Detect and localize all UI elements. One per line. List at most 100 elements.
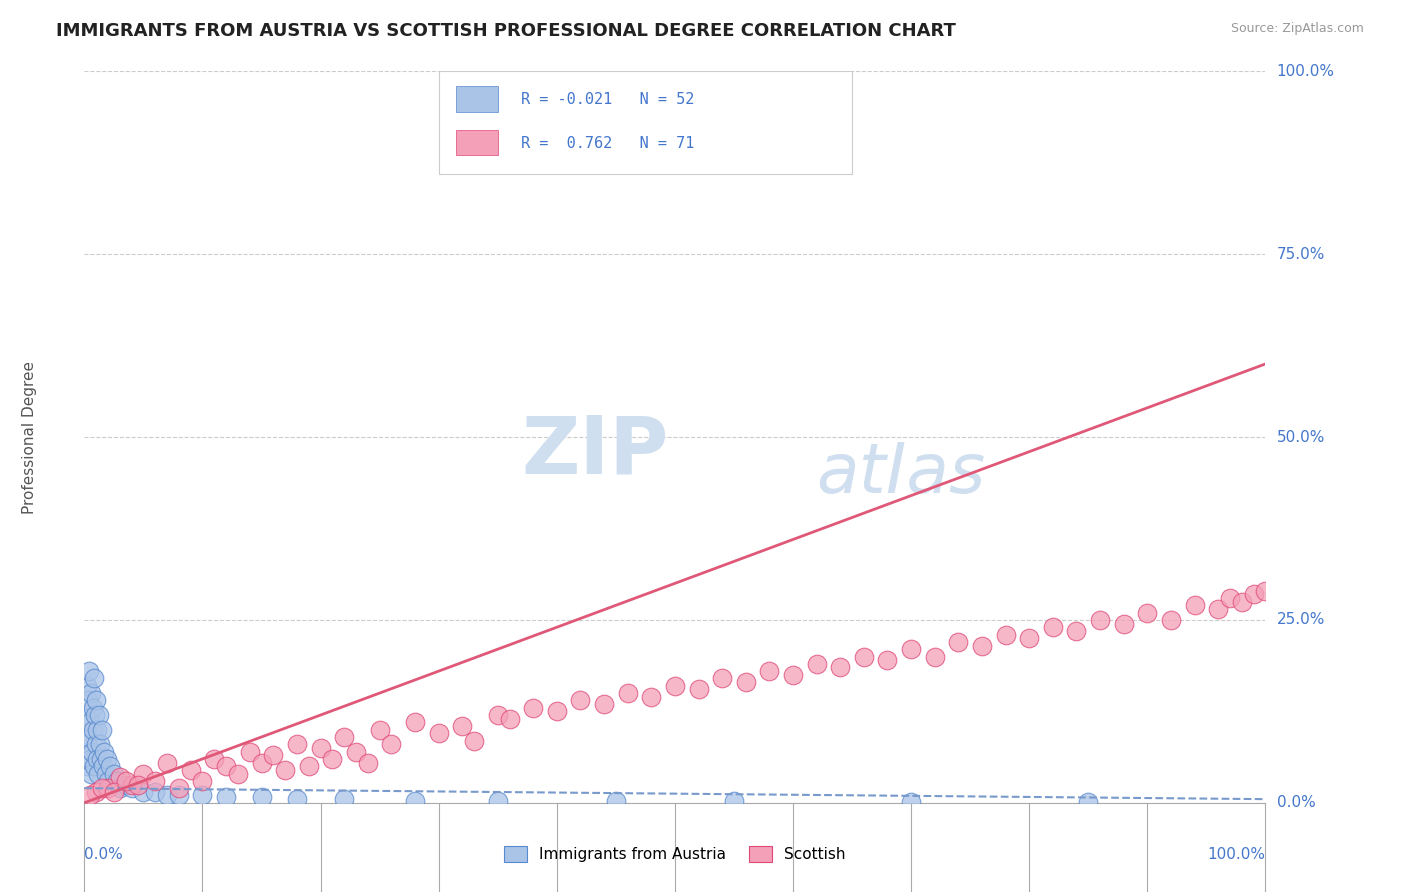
Point [77,693,100,707]
Point [321,752,343,766]
Point [84,693,107,707]
Point [82,700,104,714]
Point [76,679,98,693]
Point [215,789,238,804]
Point [167,789,190,803]
Point [98,759,121,773]
Point [1206,602,1229,616]
Point [758,664,780,678]
Text: 75.0%: 75.0% [1277,247,1324,261]
Text: IMMIGRANTS FROM AUSTRIA VS SCOTTISH PROFESSIONAL DEGREE CORRELATION CHART: IMMIGRANTS FROM AUSTRIA VS SCOTTISH PROF… [56,22,956,40]
Point [333,730,356,744]
Point [900,642,922,657]
Point [108,781,131,796]
Point [76,759,98,773]
Point [250,756,273,770]
Point [77,730,100,744]
Point [427,726,450,740]
Text: 0.0%: 0.0% [1277,796,1315,810]
Point [114,778,136,792]
Point [569,693,592,707]
Point [688,682,710,697]
Point [664,679,686,693]
Point [309,740,332,755]
Point [79,715,101,730]
Point [298,759,321,773]
Text: 100.0%: 100.0% [1277,64,1334,78]
Point [167,781,190,796]
Point [96,752,118,766]
Point [1077,795,1099,809]
Point [80,766,103,780]
Point [546,705,568,719]
Point [593,697,616,711]
Point [97,781,120,796]
Point [344,745,367,759]
Point [404,794,426,808]
Point [357,756,380,770]
Point [91,781,114,796]
Point [143,773,166,788]
Point [83,759,105,773]
Point [262,748,284,763]
Point [156,789,179,803]
Point [1230,594,1253,608]
Point [127,778,149,792]
Point [156,756,179,770]
Point [486,708,509,723]
Point [486,794,509,808]
Point [79,752,101,766]
Point [734,675,756,690]
Point [451,719,474,733]
Point [1112,616,1135,631]
Legend: Immigrants from Austria, Scottish: Immigrants from Austria, Scottish [498,840,852,868]
Text: ZIP: ZIP [522,413,669,491]
Point [498,712,520,726]
Point [900,795,922,809]
Point [1042,620,1064,634]
Point [404,715,426,730]
Text: R =  0.762   N = 71: R = 0.762 N = 71 [522,136,695,151]
Point [79,789,101,803]
Point [368,723,391,737]
Point [121,778,143,792]
Point [121,781,143,796]
Point [616,686,638,700]
Point [80,686,103,700]
Point [226,766,249,780]
Text: Source: ZipAtlas.com: Source: ZipAtlas.com [1230,22,1364,36]
Point [191,773,214,788]
Point [132,785,155,799]
Point [84,737,107,751]
Point [191,789,214,803]
Bar [457,130,498,155]
Point [806,657,828,671]
Bar [457,86,498,112]
Point [333,792,356,806]
Point [91,759,114,773]
Point [108,770,131,784]
Point [84,785,107,799]
Point [91,723,114,737]
Point [77,664,100,678]
Point [180,763,202,777]
Point [82,723,104,737]
Point [87,708,110,723]
Point [1136,606,1159,620]
Point [994,627,1017,641]
Point [250,789,273,804]
Point [202,752,225,766]
Point [876,653,898,667]
Point [132,766,155,780]
Point [84,708,107,723]
Point [948,635,970,649]
Point [239,745,262,759]
Point [75,737,97,751]
Point [380,737,402,751]
Text: atIas: atIas [817,440,986,508]
Point [285,792,308,806]
Text: 25.0%: 25.0% [1277,613,1324,627]
Point [143,785,166,799]
Point [1066,624,1088,638]
Point [97,773,120,788]
